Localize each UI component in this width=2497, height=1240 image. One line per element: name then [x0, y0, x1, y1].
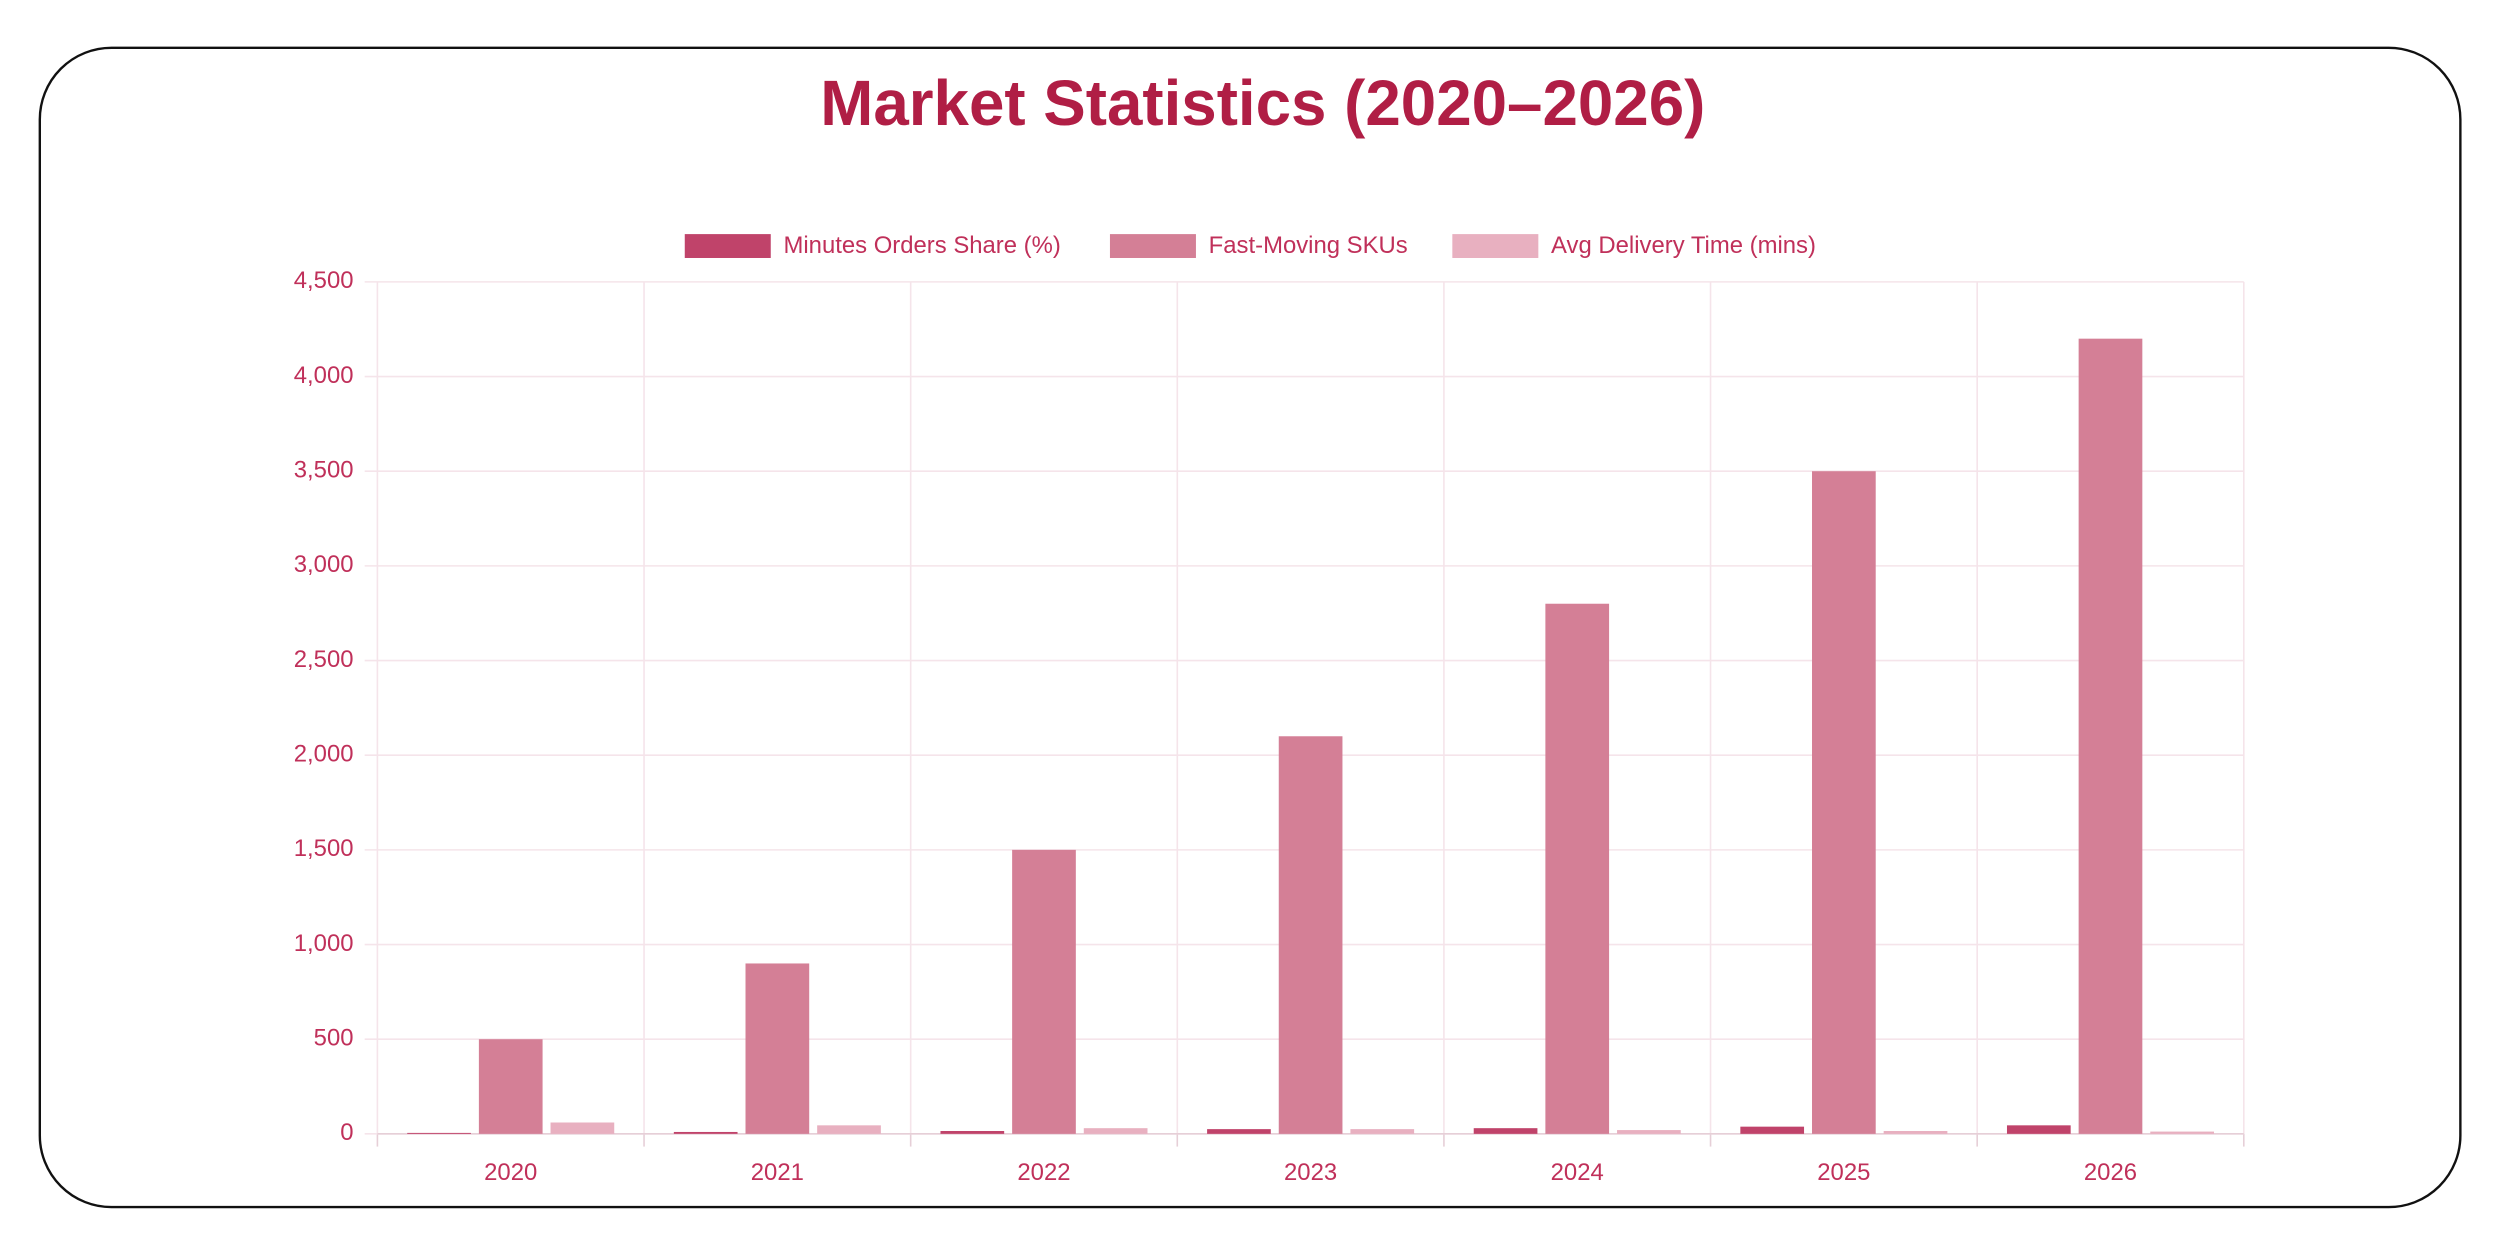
bar [940, 1131, 1005, 1134]
x-tick-label: 2020 [484, 1159, 537, 1186]
bar [1473, 1128, 1538, 1134]
x-tick-label: 2025 [1817, 1159, 1870, 1186]
bar [1883, 1131, 1948, 1134]
x-tick-label: 2023 [1284, 1159, 1337, 1186]
y-tick-label: 1,500 [294, 835, 354, 862]
legend-label: Minutes Orders Share (%) [783, 232, 1060, 259]
bar [1278, 736, 1343, 1134]
bar [1012, 849, 1076, 1134]
y-tick-label: 4,000 [294, 362, 354, 389]
x-tick-label: 2024 [1551, 1159, 1604, 1186]
legend-swatch [1109, 234, 1196, 258]
legend-swatch [1452, 234, 1539, 258]
bar [1812, 471, 1876, 1134]
bar [1083, 1128, 1148, 1134]
y-tick-label: 0 [340, 1119, 353, 1146]
y-tick-label: 500 [314, 1025, 354, 1052]
y-tick-label: 3,500 [294, 457, 354, 484]
x-tick-label: 2021 [751, 1159, 804, 1186]
bar [1207, 1129, 1271, 1134]
bar [2006, 1125, 2071, 1134]
bar [1545, 603, 1610, 1134]
y-tick-label: 2,500 [294, 646, 354, 673]
bar [407, 1132, 471, 1134]
bar [817, 1125, 881, 1134]
bar [550, 1122, 615, 1134]
chart-title: Market Statistics (2020–2026) [820, 68, 1705, 139]
bar [745, 963, 810, 1134]
x-tick-label: 2022 [1017, 1159, 1070, 1186]
bar [1350, 1129, 1415, 1134]
bar [673, 1131, 738, 1134]
legend-label: Avg Delivery Time (mins) [1551, 232, 1816, 259]
y-tick-label: 3,000 [294, 551, 354, 578]
y-tick-label: 2,000 [294, 741, 354, 768]
bar [1617, 1130, 1681, 1134]
x-tick-label: 2026 [2084, 1159, 2137, 1186]
legend-label: Fast-Moving SKUs [1209, 232, 1408, 259]
y-tick-label: 1,000 [294, 930, 354, 957]
y-tick-label: 4,500 [294, 267, 354, 294]
legend-swatch [684, 234, 771, 258]
bar [2150, 1131, 2214, 1134]
bar [478, 1039, 543, 1134]
bar [2078, 338, 2143, 1134]
bar [1740, 1126, 1805, 1134]
